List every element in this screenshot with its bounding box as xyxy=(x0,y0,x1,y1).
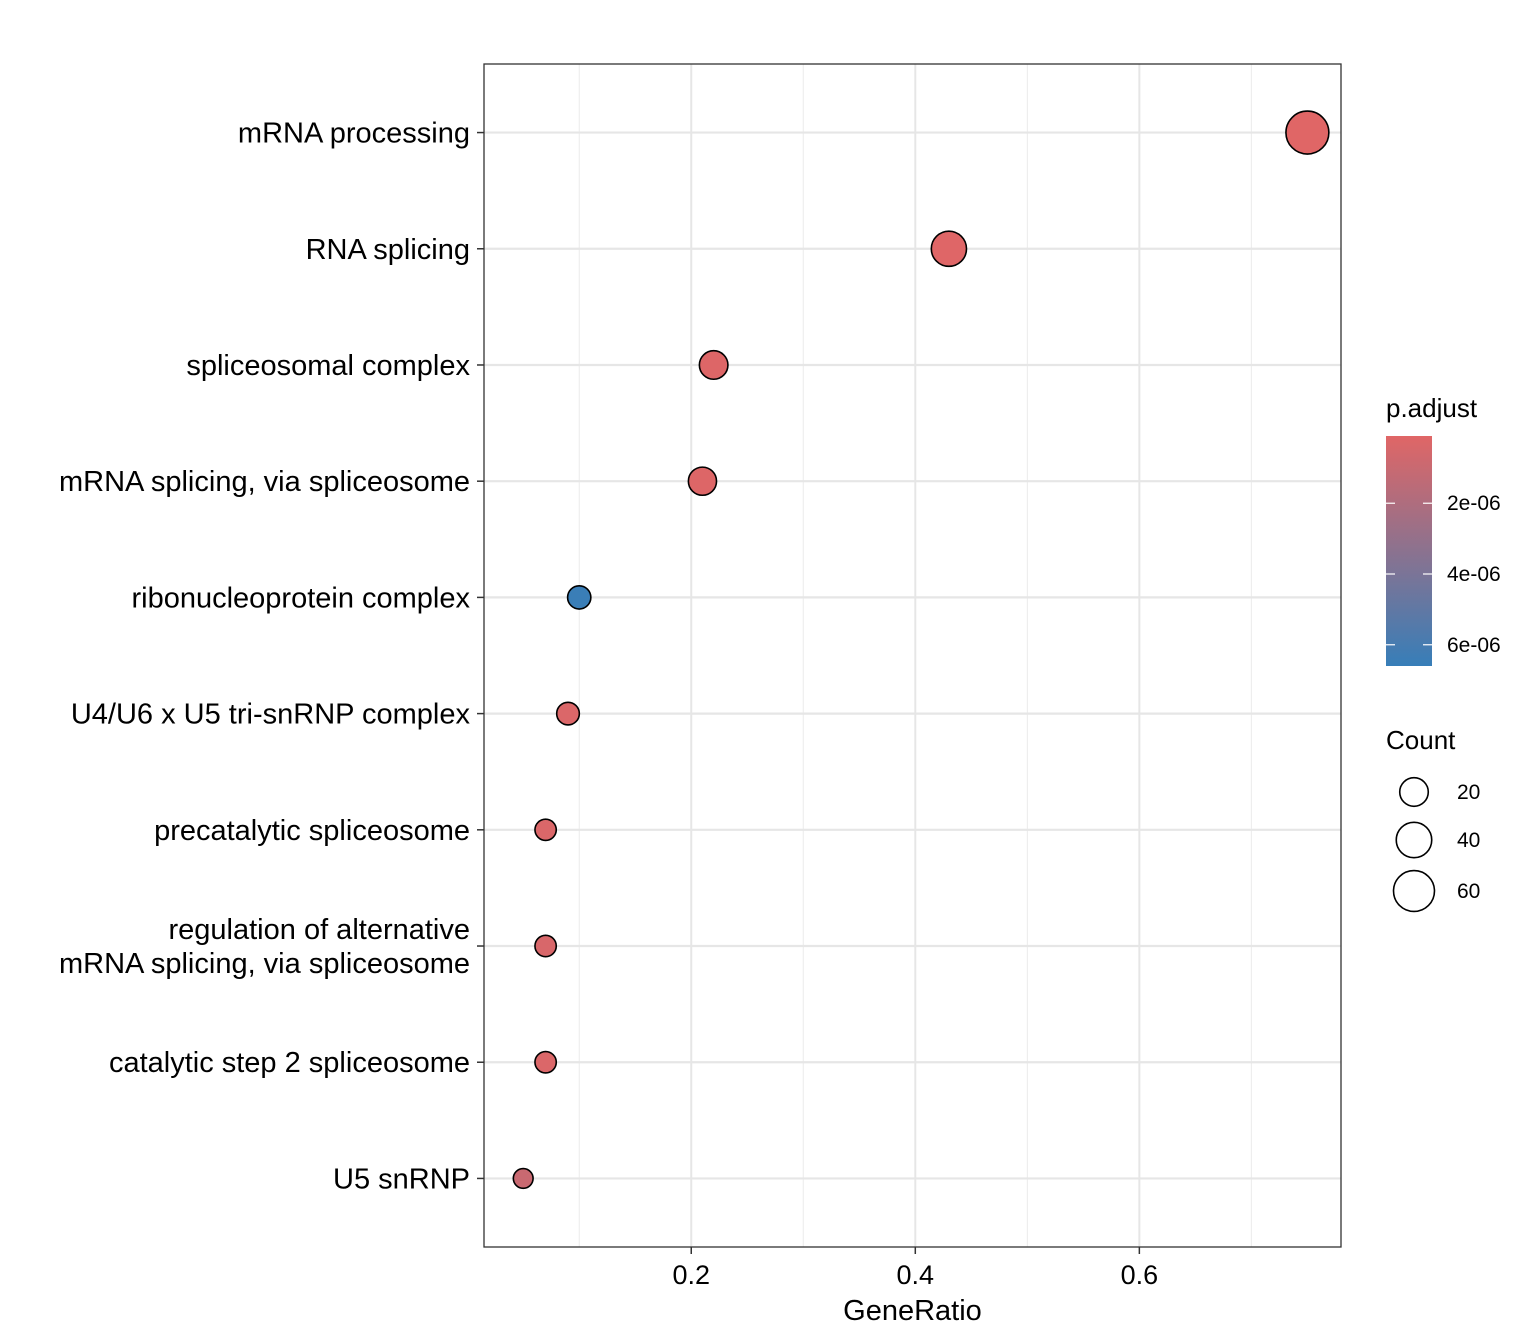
count-legend-circle xyxy=(1398,776,1430,808)
data-point xyxy=(534,1050,558,1074)
y-tick-label: ribonucleoprotein complex xyxy=(131,582,470,614)
count-legend-label: 40 xyxy=(1457,829,1480,852)
p-adjust-legend-title: p.adjust xyxy=(1386,393,1478,423)
y-tick-label-line: ribonucleoprotein complex xyxy=(131,582,470,614)
p-adjust-legend: p.adjust 2e-06 4e-06 6e-06 xyxy=(1386,393,1501,666)
data-point xyxy=(512,1167,534,1190)
colorbar-tick-label: 4e-06 xyxy=(1447,563,1501,586)
count-legend-circle xyxy=(1395,821,1433,859)
x-tick-label: 0.6 xyxy=(1121,1260,1159,1290)
data-point xyxy=(555,701,581,726)
colorbar-ticks: 2e-06 4e-06 6e-06 xyxy=(1386,492,1501,657)
y-tick-label: U4/U6 x U5 tri-snRNP complex xyxy=(71,699,471,731)
y-tick-label: spliceosomal complex xyxy=(186,350,470,382)
data-point xyxy=(566,584,592,610)
data-point xyxy=(534,818,558,842)
p-adjust-colorbar xyxy=(1386,436,1432,666)
count-legend: Count 20 40 60 xyxy=(1386,725,1480,913)
y-tick-label-line: RNA splicing xyxy=(306,234,470,266)
count-legend-label: 60 xyxy=(1457,880,1480,903)
y-tick-label-line: mRNA splicing, via spliceosome xyxy=(59,466,470,498)
grid-lines xyxy=(484,64,1341,1247)
y-tick-label: catalytic step 2 spliceosome xyxy=(109,1047,470,1079)
axis-ticks xyxy=(477,131,1141,1254)
y-tick-label: RNA splicing xyxy=(306,234,470,266)
y-axis-labels: mRNA processing RNA splicing spliceosomal … xyxy=(59,118,470,1196)
count-legend-title: Count xyxy=(1386,725,1456,755)
plot-panel xyxy=(483,63,1342,1248)
colorbar-tick-label: 6e-06 xyxy=(1447,634,1501,657)
data-point xyxy=(1285,110,1330,155)
y-tick-label-line: mRNA processing xyxy=(238,118,470,150)
count-legend-circle xyxy=(1392,869,1436,913)
data-point xyxy=(687,466,718,497)
y-tick-label-line: spliceosomal complex xyxy=(186,350,470,382)
count-legend-keys: 20 40 60 xyxy=(1392,776,1480,913)
data-points xyxy=(512,110,1330,1190)
y-tick-label: U5 snRNP xyxy=(333,1163,470,1195)
y-tick-label: regulation of alternative mRNA splicing, … xyxy=(59,914,470,980)
y-tick-label-line: mRNA splicing, via spliceosome xyxy=(59,948,470,980)
x-axis-title: GeneRatio xyxy=(843,1295,982,1327)
data-point xyxy=(930,230,968,268)
count-legend-label: 20 xyxy=(1457,781,1480,804)
x-axis-labels: 0.2 0.4 0.6 xyxy=(672,1260,1158,1290)
y-tick-label: mRNA processing xyxy=(238,118,470,150)
data-point xyxy=(698,349,729,381)
y-tick-label-line: catalytic step 2 spliceosome xyxy=(109,1047,470,1079)
y-tick-label-line: precatalytic spliceosome xyxy=(154,815,470,847)
y-tick-label: precatalytic spliceosome xyxy=(154,815,470,847)
data-point xyxy=(534,934,558,958)
y-tick-label-line: U5 snRNP xyxy=(333,1163,470,1195)
x-tick-label: 0.2 xyxy=(672,1260,710,1290)
y-tick-label: mRNA splicing, via spliceosome xyxy=(59,466,470,498)
y-tick-label-line: U4/U6 x U5 tri-snRNP complex xyxy=(71,699,471,731)
colorbar-tick-label: 2e-06 xyxy=(1447,492,1501,515)
y-tick-label-line: regulation of alternative xyxy=(169,914,470,946)
x-tick-label: 0.4 xyxy=(897,1260,935,1290)
